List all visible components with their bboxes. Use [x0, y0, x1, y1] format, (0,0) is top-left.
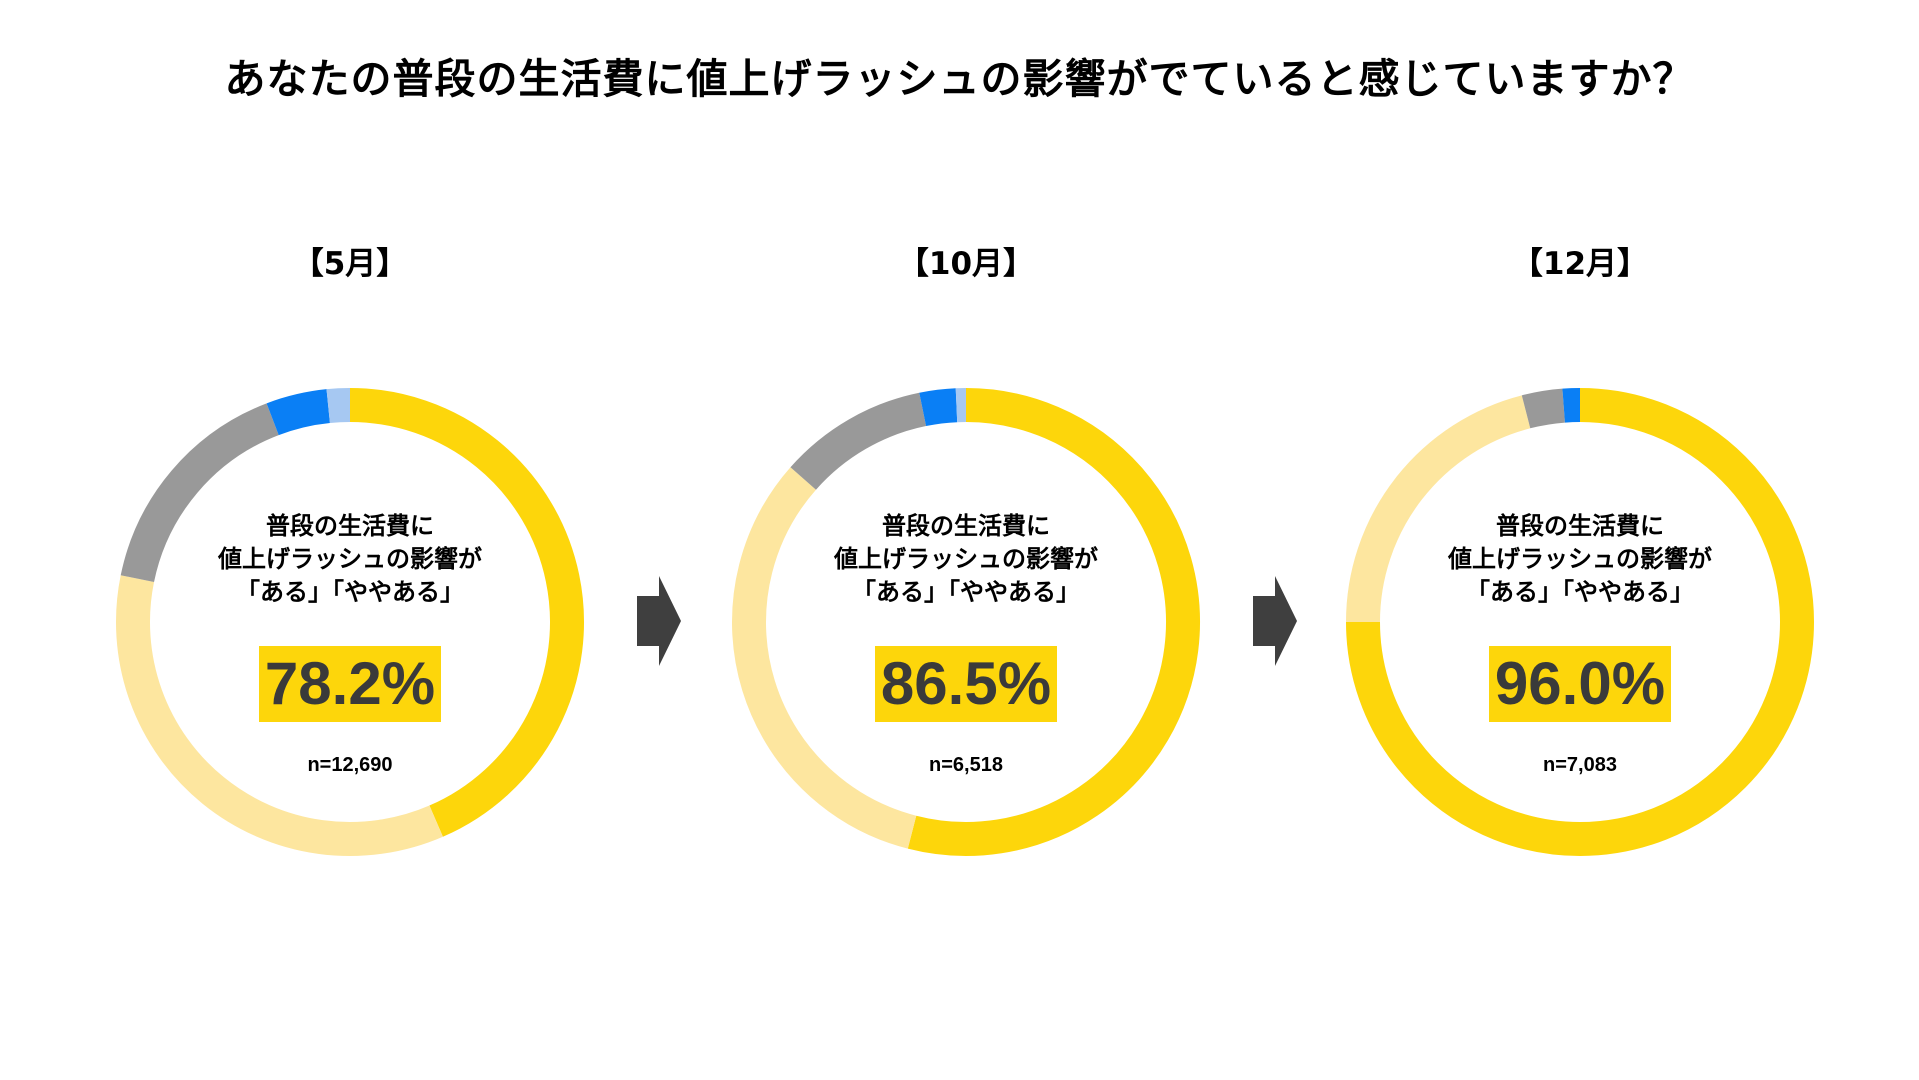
chart-title: あなたの普段の生活費に値上げラッシュの影響がでていると感じていますか？ [224, 55, 1695, 103]
center-line-3: 「ある」「ややある」 [852, 578, 1080, 606]
center-line-1: 普段の生活費に [1496, 512, 1664, 540]
center-line-1: 普段の生活費に [266, 512, 434, 540]
arrow-right-shape [637, 576, 681, 666]
arrow-right-shape [1253, 576, 1297, 666]
center-description-may: 普段の生活費に 値上げラッシュの影響が 「ある」「ややある」 [180, 510, 520, 609]
donut-slice-october-aru [907, 388, 1200, 856]
period-label-december: 【12月】 [1511, 246, 1649, 282]
arrow-right-icon [1253, 576, 1297, 666]
sample-size-december: n=7,083 [1543, 754, 1617, 776]
period-label-october: 【10月】 [897, 246, 1035, 282]
center-description-october: 普段の生活費に 値上げラッシュの影響が 「ある」「ややある」 [796, 510, 1136, 609]
center-description-december: 普段の生活費に 値上げラッシュの影響が 「ある」「ややある」 [1410, 510, 1750, 609]
donut-slice-december-yaya-aru [1346, 395, 1531, 623]
donut-slice-may-other [326, 388, 351, 424]
donut-slice-december-nai [1562, 388, 1581, 423]
center-line-2: 値上げラッシュの影響が [834, 545, 1098, 573]
highlight-percent-may: 78.2% [259, 646, 441, 722]
donut-slice-may-yaya-aru [116, 575, 443, 856]
donut-slice-may-nai [266, 389, 331, 436]
donut-slice-december-aru [1346, 388, 1814, 856]
center-line-1: 普段の生活費に [882, 512, 1050, 540]
highlight-percent-december: 96.0% [1489, 646, 1671, 722]
donut-slice-october-nai [919, 388, 958, 427]
donut-slice-may-amari-nai [120, 403, 279, 583]
sample-size-may: n=12,690 [307, 754, 393, 776]
donut-slice-october-yaya-aru [732, 467, 917, 849]
center-line-3: 「ある」「ややある」 [236, 578, 464, 606]
donut-slice-may-aru [349, 388, 584, 837]
center-line-2: 値上げラッシュの影響が [1448, 545, 1712, 573]
arrow-right-icon [637, 576, 681, 666]
period-label-may: 【5月】 [292, 246, 408, 282]
sample-size-october: n=6,518 [929, 754, 1003, 776]
highlight-percent-october: 86.5% [875, 646, 1057, 722]
donut-slice-october-amari-nai [790, 392, 927, 490]
center-line-2: 値上げラッシュの影響が [218, 545, 482, 573]
donut-slice-december-amari-nai [1521, 388, 1566, 429]
center-line-3: 「ある」「ややある」 [1466, 578, 1694, 606]
